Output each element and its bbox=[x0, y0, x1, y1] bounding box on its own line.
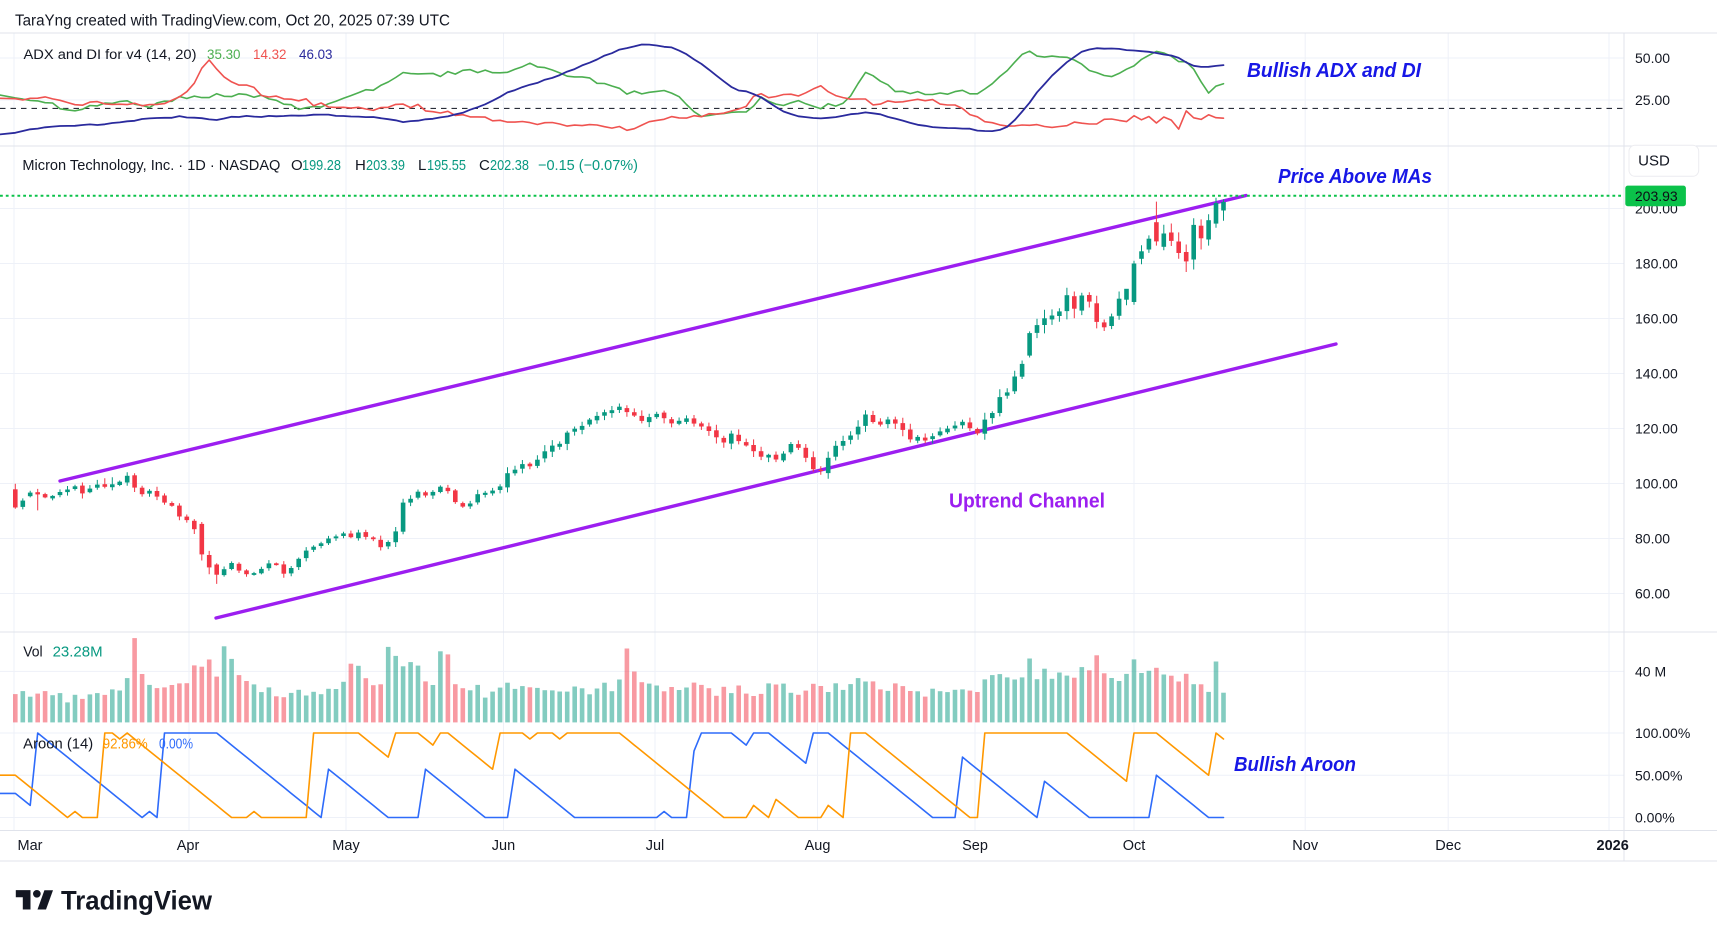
svg-text:199.28: 199.28 bbox=[302, 157, 341, 174]
svg-text:H: H bbox=[355, 157, 366, 174]
svg-text:USD: USD bbox=[1638, 153, 1670, 170]
svg-text:Apr: Apr bbox=[177, 838, 200, 854]
svg-text:Bullish Aroon: Bullish Aroon bbox=[1234, 754, 1356, 776]
svg-text:Nov: Nov bbox=[1292, 838, 1319, 854]
svg-text:Sep: Sep bbox=[962, 838, 988, 854]
svg-text:50.00%: 50.00% bbox=[1635, 767, 1682, 783]
svg-text:Vol: Vol bbox=[23, 645, 43, 661]
svg-text:80.00: 80.00 bbox=[1635, 531, 1670, 547]
svg-text:92.86%: 92.86% bbox=[103, 737, 148, 753]
svg-text:Price Above MAs: Price Above MAs bbox=[1278, 166, 1432, 188]
svg-text:23.28M: 23.28M bbox=[53, 645, 103, 661]
svg-text:May: May bbox=[332, 838, 360, 854]
svg-text:195.55: 195.55 bbox=[427, 157, 466, 174]
svg-text:Jun: Jun bbox=[492, 838, 515, 854]
svg-text:O: O bbox=[291, 157, 303, 174]
svg-text:140.00: 140.00 bbox=[1635, 366, 1678, 382]
svg-text:C: C bbox=[479, 157, 490, 174]
svg-text:14.32: 14.32 bbox=[253, 47, 287, 63]
svg-text:Mar: Mar bbox=[18, 838, 43, 854]
svg-text:0.00%: 0.00% bbox=[159, 737, 193, 753]
svg-text:Bullish ADX and DI: Bullish ADX and DI bbox=[1247, 60, 1421, 82]
svg-text:Aug: Aug bbox=[805, 838, 831, 854]
svg-text:120.00: 120.00 bbox=[1635, 421, 1678, 437]
svg-text:60.00: 60.00 bbox=[1635, 586, 1670, 602]
svg-text:203.39: 203.39 bbox=[366, 157, 405, 174]
svg-text:50.00: 50.00 bbox=[1635, 50, 1670, 66]
svg-text:40 M: 40 M bbox=[1635, 663, 1666, 679]
svg-text:25.00: 25.00 bbox=[1635, 92, 1670, 108]
svg-text:Dec: Dec bbox=[1435, 838, 1461, 854]
svg-text:203.93: 203.93 bbox=[1635, 188, 1678, 204]
svg-text:TradingView: TradingView bbox=[61, 885, 212, 915]
svg-text:100.00%: 100.00% bbox=[1635, 725, 1690, 741]
svg-text:180.00: 180.00 bbox=[1635, 256, 1678, 272]
svg-text:46.03: 46.03 bbox=[299, 47, 333, 63]
svg-text:−0.15 (−0.07%): −0.15 (−0.07%) bbox=[538, 157, 638, 174]
svg-text:160.00: 160.00 bbox=[1635, 311, 1678, 327]
svg-text:TaraYng created with TradingVi: TaraYng created with TradingView.com, Oc… bbox=[15, 13, 450, 30]
svg-text:Jul: Jul bbox=[646, 838, 665, 854]
svg-text:Micron Technology, Inc. · 1D ·: Micron Technology, Inc. · 1D · NASDAQ bbox=[22, 157, 280, 174]
svg-text:0.00%: 0.00% bbox=[1635, 810, 1675, 826]
svg-text:2026: 2026 bbox=[1597, 838, 1629, 854]
svg-text:100.00: 100.00 bbox=[1635, 476, 1678, 492]
svg-text:202.38: 202.38 bbox=[490, 157, 529, 174]
svg-text:Oct: Oct bbox=[1123, 838, 1146, 854]
svg-text:35.30: 35.30 bbox=[207, 47, 241, 63]
svg-text:L: L bbox=[418, 157, 426, 174]
svg-text:Uptrend Channel: Uptrend Channel bbox=[949, 490, 1105, 513]
svg-text:ADX and DI for v4 (14, 20): ADX and DI for v4 (14, 20) bbox=[24, 47, 197, 63]
svg-text:Aroon (14): Aroon (14) bbox=[23, 737, 93, 753]
